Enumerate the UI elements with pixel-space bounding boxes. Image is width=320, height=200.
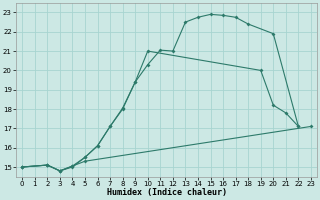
X-axis label: Humidex (Indice chaleur): Humidex (Indice chaleur) [107,188,227,197]
